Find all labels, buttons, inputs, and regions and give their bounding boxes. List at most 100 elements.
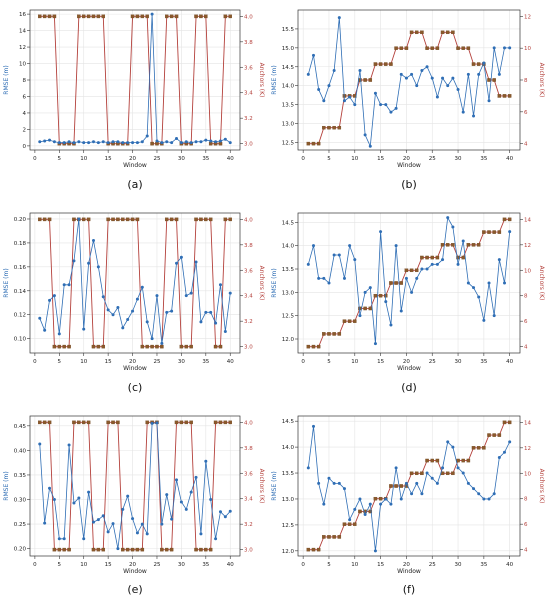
rmse-point [145, 134, 149, 138]
anchors-point [77, 420, 81, 425]
anchors-point [394, 281, 398, 285]
panel-e: 0 5 10 15 20 25 30 35 40 0.20 0.25 0.30 0.35 0.40 0.45… [3, 415, 265, 596]
rmse-point [353, 507, 357, 511]
anchors-point [332, 332, 336, 336]
anchors-point [306, 141, 311, 146]
rmse-point [425, 65, 429, 69]
rmse-point [358, 314, 362, 318]
anchors-point [199, 217, 203, 222]
rmse-point [116, 306, 120, 310]
rmse-point [306, 72, 310, 76]
x-tick-label: 25 [429, 156, 436, 162]
panel-caption: (a) [127, 178, 142, 191]
y-tick-label: 0.20 [14, 547, 27, 553]
anchors-point [169, 217, 174, 222]
rmse-point [410, 72, 414, 76]
rmse-point [77, 496, 81, 500]
rmse-point [223, 329, 227, 333]
rmse-point [140, 522, 144, 526]
rmse-point [420, 267, 424, 271]
y2-tick-label: 3.0 [244, 142, 253, 148]
anchors-point [57, 344, 62, 349]
rmse-line [307, 216, 511, 344]
rmse-point [441, 76, 445, 80]
rmse-point [228, 141, 232, 145]
anchors-point [378, 293, 383, 298]
y2-tick-label: 4.0 [244, 217, 253, 223]
rmse-point [461, 110, 465, 114]
anchors-point [373, 496, 378, 501]
anchors-point [72, 217, 76, 222]
anchors-point [164, 547, 169, 552]
y-tick-label: 12 [19, 45, 26, 51]
panel-c: 0 5 10 15 20 25 30 35 40 0.10 0.12 0.14 0.16 0.18 0.20… [3, 212, 265, 394]
anchors-point [199, 14, 203, 19]
anchors-point [116, 420, 120, 425]
anchors-point [160, 547, 164, 552]
y2-tick-label: 3.0 [244, 345, 253, 351]
anchors-point [223, 420, 228, 425]
rmse-point [175, 261, 179, 265]
rmse-point [155, 421, 159, 425]
rmse-point [368, 144, 372, 148]
y2-axis-label: Anchors (K) [538, 63, 545, 98]
y2-tick-label: 14 [524, 217, 531, 223]
anchors-point [106, 420, 110, 425]
rmse-point [373, 549, 377, 553]
x-tick-label: 15 [105, 156, 112, 162]
y-tick-label: 0.20 [14, 217, 27, 223]
rmse-point [209, 139, 213, 143]
anchors-point [399, 281, 404, 285]
x-tick-label: 10 [351, 156, 358, 162]
anchors-point [155, 141, 159, 146]
rmse-point [111, 522, 115, 526]
anchors-point [145, 14, 149, 19]
y-tick-label: 14.0 [282, 244, 295, 250]
rmse-point [482, 61, 486, 65]
rmse-point [472, 114, 476, 118]
rmse-point [82, 141, 86, 145]
rmse-point [373, 91, 377, 95]
anchors-point [164, 217, 169, 222]
x-tick-label: 35 [202, 359, 209, 365]
rmse-point [87, 141, 91, 145]
anchors-point [420, 255, 424, 260]
anchors-point [135, 14, 140, 19]
rmse-point [394, 106, 398, 110]
y2-tick-label: 3.6 [244, 268, 253, 274]
rmse-point [384, 103, 388, 107]
anchors-point [42, 217, 47, 222]
y-tick-label: 4 [23, 111, 27, 117]
x-tick-label: 10 [80, 359, 87, 365]
rmse-point [368, 286, 372, 290]
plot-frame [297, 212, 521, 354]
rmse-point [204, 459, 208, 463]
rmse-point [415, 481, 419, 485]
anchors-point [440, 30, 445, 35]
x-tick-label: 5 [58, 156, 62, 162]
anchors-point [169, 14, 174, 19]
rmse-point [179, 500, 183, 504]
anchors-point [363, 78, 367, 82]
anchors-point [42, 420, 47, 425]
rmse-point [327, 281, 331, 285]
rmse-point [394, 466, 398, 470]
anchors-point [456, 458, 460, 463]
anchors-point [42, 14, 47, 19]
rmse-point [497, 72, 501, 76]
anchors-point [111, 420, 115, 425]
y-tick-label: 13.0 [282, 122, 295, 128]
y-tick-label: 0.40 [14, 448, 27, 454]
y-tick-label: 14.0 [282, 445, 295, 451]
y-tick-label: 12.0 [282, 337, 295, 343]
anchors-point [487, 78, 491, 82]
rmse-point [389, 110, 393, 114]
anchors-point [184, 344, 189, 349]
anchors-point [67, 547, 71, 552]
rmse-point [218, 283, 222, 287]
rmse-point [451, 445, 455, 449]
x-tick-label: 5 [327, 156, 331, 162]
x-tick-label: 10 [351, 359, 358, 365]
y-tick-label: 6 [23, 94, 27, 100]
rmse-point [322, 99, 326, 103]
